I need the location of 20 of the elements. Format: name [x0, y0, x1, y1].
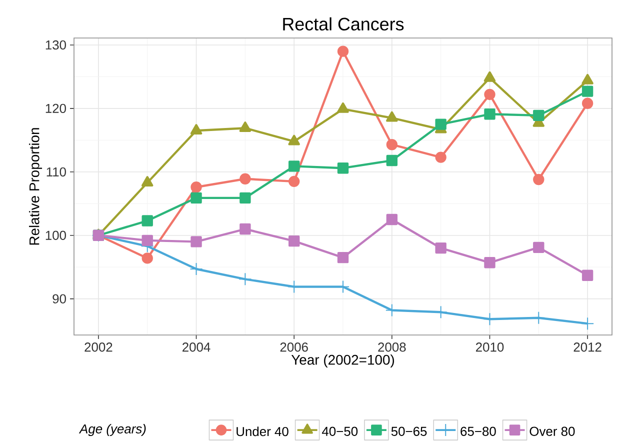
legend-label: Under 40: [236, 426, 288, 436]
legend-label: Over 80: [530, 426, 575, 436]
y-tick-label: 100: [46, 230, 66, 240]
x-tick-label: 2010: [476, 342, 504, 352]
y-tick-label: 90: [52, 294, 66, 304]
x-tick-label: 2012: [574, 342, 602, 352]
chart-title: Rectal Cancers: [283, 17, 404, 30]
x-tick-label: 2002: [84, 342, 112, 352]
x-tick-label: 2008: [378, 342, 406, 352]
x-tick-label: 2004: [182, 342, 210, 352]
y-tick-label: 130: [46, 40, 66, 50]
y-tick-label: 110: [46, 167, 66, 176]
y-tick-label: 120: [46, 104, 66, 114]
legend-label: 65−80: [460, 426, 496, 436]
y-axis-title: Relative Proportion: [29, 128, 42, 245]
legend-label: 40−50: [322, 426, 358, 436]
x-tick-label: 2006: [280, 342, 308, 352]
legend-title: Age (years): [78, 424, 146, 436]
legend-label: 50−65: [391, 426, 427, 436]
x-axis-title: Year (2002=100): [291, 354, 394, 368]
